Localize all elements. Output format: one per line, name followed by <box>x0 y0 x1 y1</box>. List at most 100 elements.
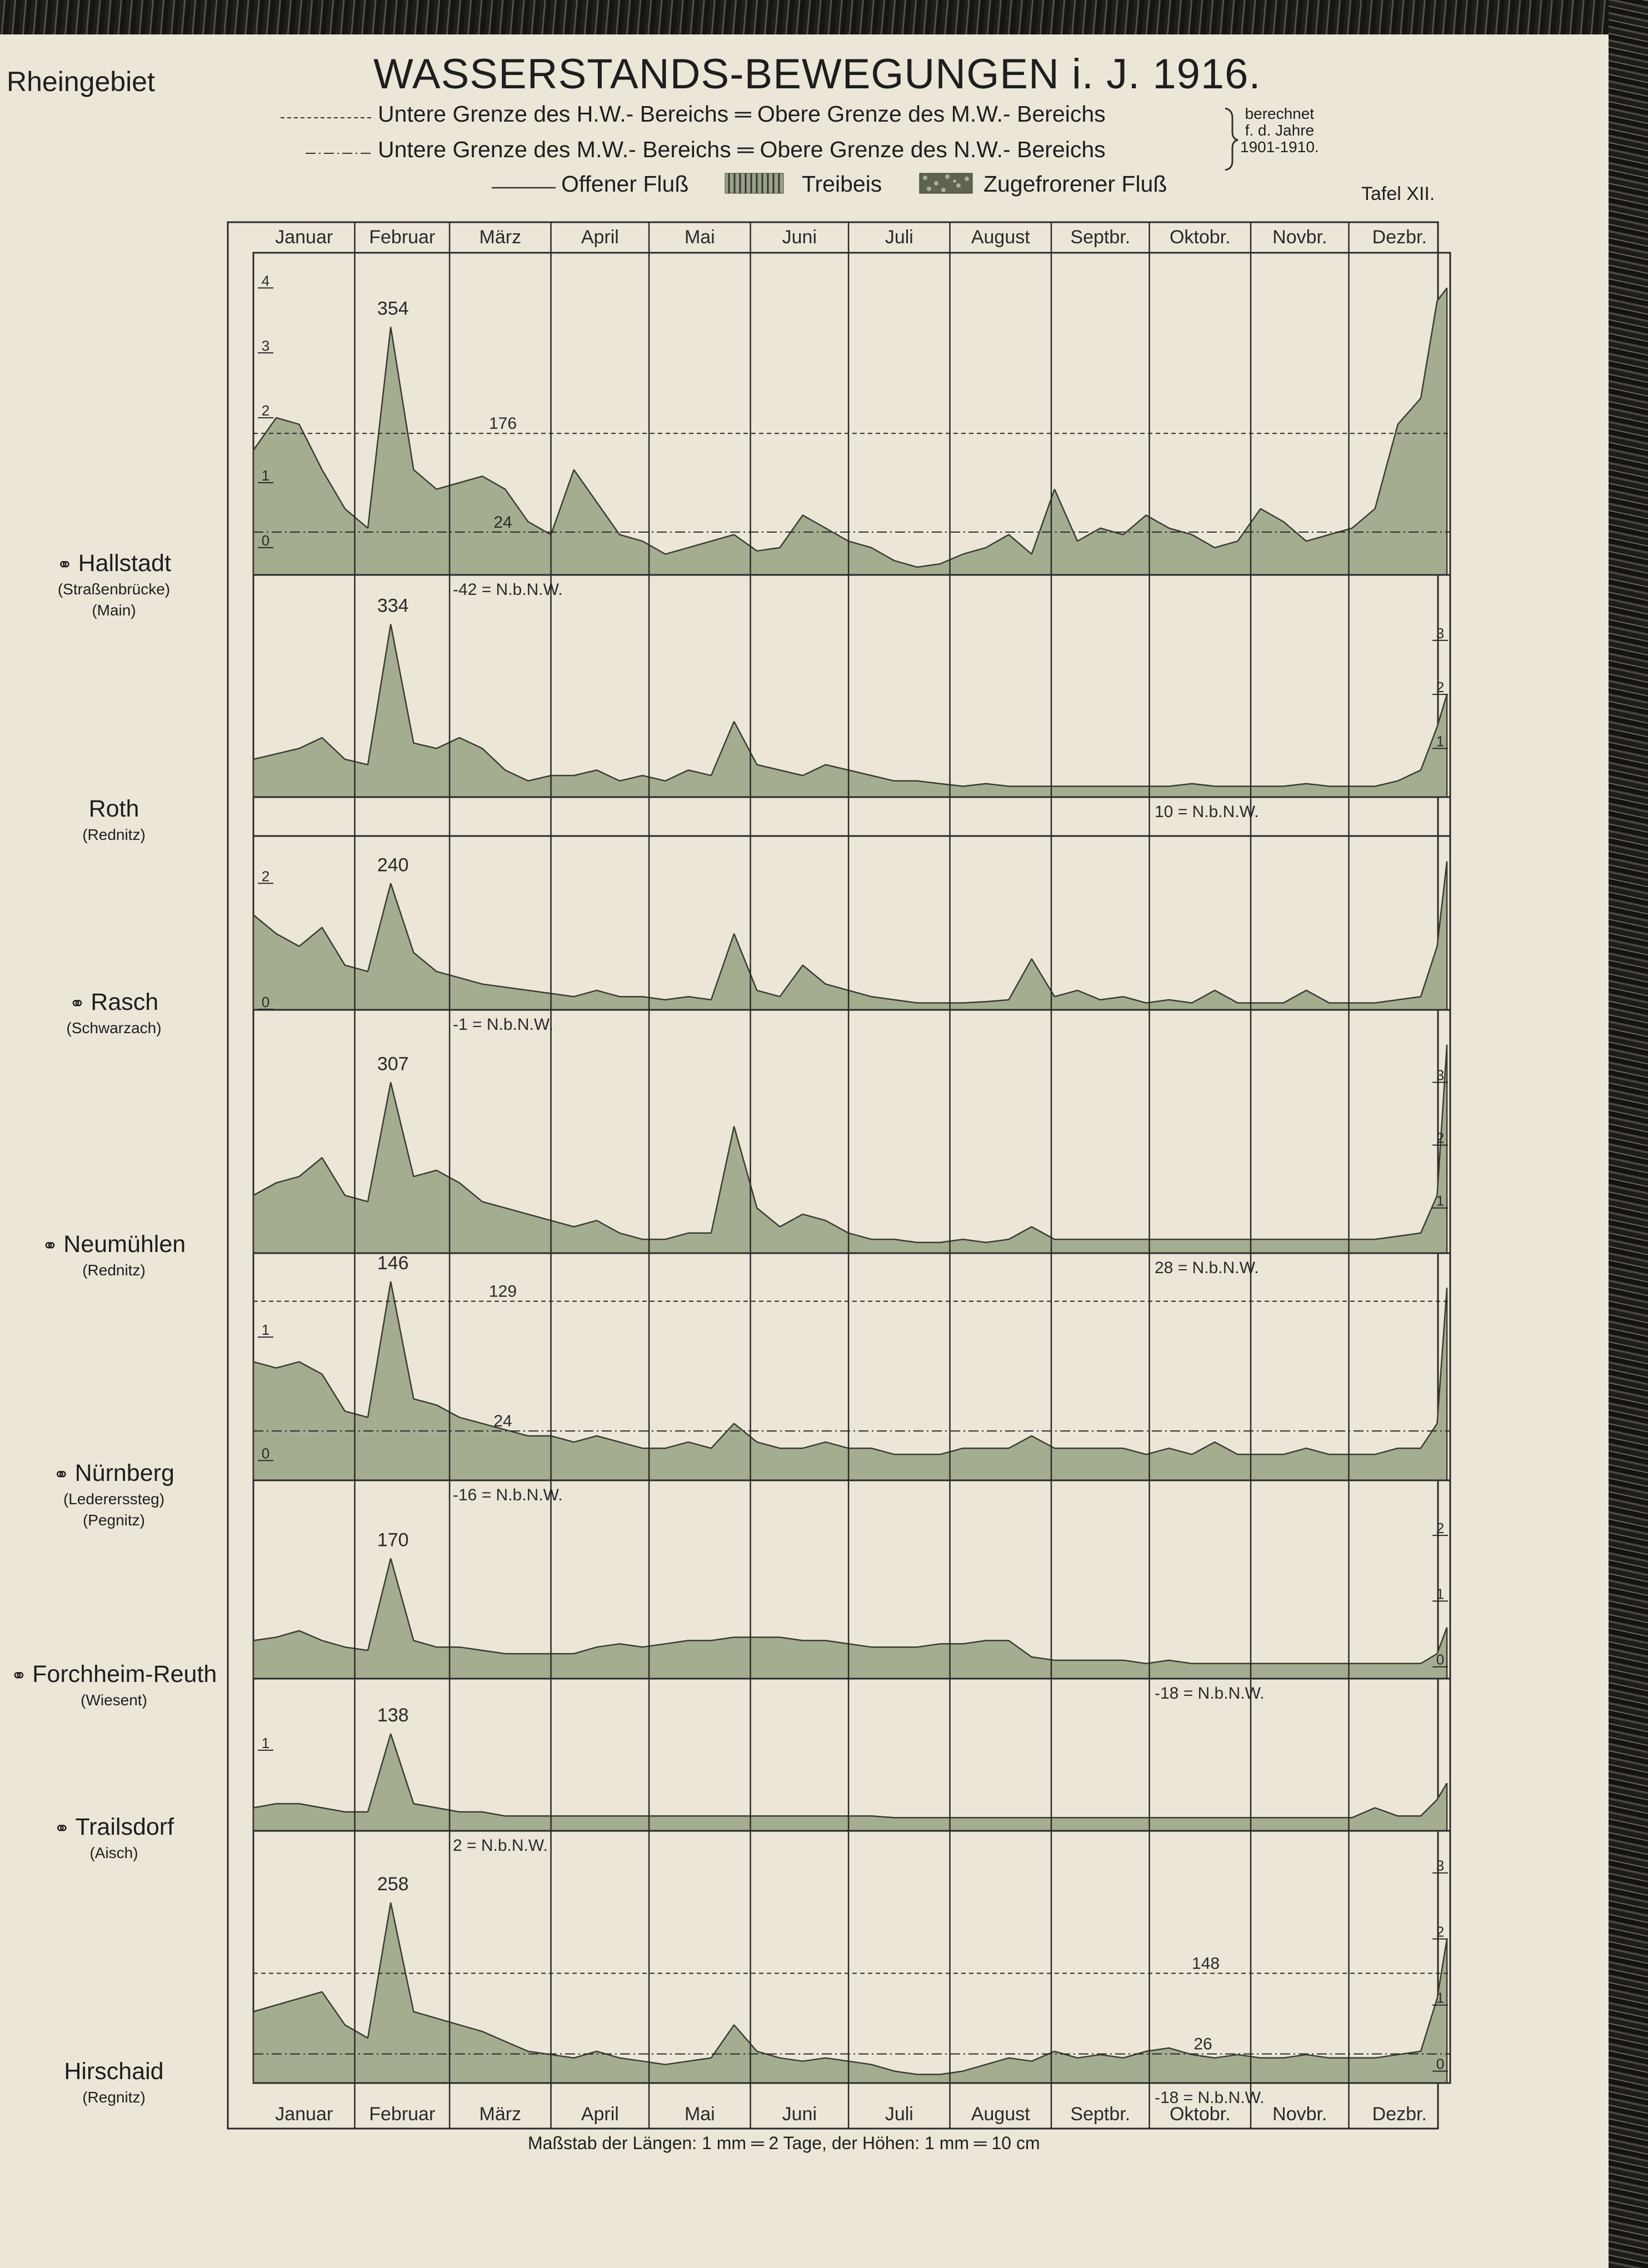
station-name: Rasch <box>91 989 159 1015</box>
month-label-top: Januar <box>275 227 333 248</box>
series-area-2 <box>252 861 1448 1011</box>
peak-value-label: 146 <box>377 1253 409 1274</box>
mw-value-label: 26 <box>1193 2035 1212 2054</box>
month-label-bottom: Januar <box>275 2104 333 2125</box>
nnw-label: 2 = N.b.N.W. <box>453 1836 548 1855</box>
series-area-0 <box>252 287 1448 576</box>
peak-value-label: 258 <box>377 1874 409 1895</box>
y-tick-label: 2 <box>1436 1130 1444 1146</box>
station-name: Forchheim-Reuth <box>32 1661 217 1688</box>
nnw-label: 28 = N.b.N.W. <box>1155 1259 1259 1277</box>
station-river: (Pegnitz) <box>82 1511 146 1529</box>
station-name: Trailsdorf <box>75 1814 174 1840</box>
station-river: (Wiesent) <box>81 1691 147 1709</box>
scale-note: Maßstab der Längen: 1 mm ═ 2 Tage, der H… <box>528 2133 1040 2153</box>
series-area-1 <box>252 624 1448 798</box>
month-label-bottom: Novbr. <box>1272 2104 1327 2125</box>
y-tick-label: 1 <box>262 1735 269 1751</box>
plate-title: WASSERSTANDS-BEWEGUNGEN i. J. 1916. <box>373 51 1261 98</box>
month-label-bottom: März <box>480 2104 522 2125</box>
nnw-label: -42 = N.b.N.W. <box>453 580 563 599</box>
peak-value-label: 334 <box>377 595 409 617</box>
station-label-neumuehlen: ⚭ Neumühlen (Rednitz) <box>0 1231 228 1279</box>
legend-frozen-river-label: Zugefrorener Fluß <box>983 171 1167 197</box>
y-tick-label: 4 <box>262 272 269 289</box>
y-tick-label: 0 <box>1436 2056 1444 2072</box>
month-label-bottom: Mai <box>685 2104 715 2125</box>
station-name: Roth <box>88 795 139 822</box>
book-spine <box>1609 0 1648 2268</box>
month-label-bottom: April <box>581 2104 619 2125</box>
y-tick-label: 1 <box>1436 733 1444 749</box>
hw-value-label: 176 <box>489 414 517 433</box>
y-tick-label: 2 <box>1436 1924 1444 1940</box>
nnw-label: 10 = N.b.N.W. <box>1155 803 1259 821</box>
series-area-3 <box>252 1044 1448 1254</box>
station-river: (Rednitz) <box>82 1261 146 1279</box>
month-label-bottom: Juni <box>782 2104 817 2125</box>
nnw-label: -18 = N.b.N.W. <box>1155 1684 1265 1703</box>
gauge-symbol-icon: ⚭ <box>42 1235 58 1256</box>
legend-hw-line-label: Untere Grenze des H.W.- Bereichs ═ Obere… <box>378 101 1106 127</box>
month-label-bottom: Juli <box>885 2104 913 2125</box>
gauge-symbol-icon: ⚭ <box>57 554 73 575</box>
month-label-top: Septbr. <box>1070 227 1130 248</box>
month-label-bottom: Dezbr. <box>1372 2104 1427 2125</box>
y-tick-label: 1 <box>1436 1585 1444 1602</box>
mw-value-label: 24 <box>493 513 512 532</box>
hw-value-label: 129 <box>489 1283 517 1301</box>
mw-value-label: 24 <box>493 1412 512 1430</box>
station-river: (Main) <box>92 602 136 619</box>
month-label-top: Juni <box>782 227 817 248</box>
y-tick-label: 1 <box>262 467 269 484</box>
y-tick-label: 0 <box>262 994 269 1010</box>
series-area-4 <box>252 1281 1448 1481</box>
station-label-hirschaid: Hirschaid (Regnitz) <box>0 2058 228 2106</box>
y-tick-label: 0 <box>262 532 269 549</box>
y-tick-label: 3 <box>1436 1858 1444 1874</box>
month-label-top: Novbr. <box>1272 227 1327 248</box>
station-label-nuernberg: ⚭ Nürnberg (Ledererssteg) (Pegnitz) <box>0 1460 228 1529</box>
y-tick-label: 1 <box>1436 1990 1444 2006</box>
gauge-symbol-icon: ⚭ <box>69 993 86 1014</box>
peak-value-label: 307 <box>377 1053 409 1074</box>
station-sub: (Ledererssteg) <box>63 1490 165 1508</box>
station-river: (Rednitz) <box>82 826 146 843</box>
peak-value-label: 240 <box>377 854 409 875</box>
month-label-bottom: Februar <box>369 2104 435 2125</box>
month-label-top: März <box>480 227 522 248</box>
month-label-bottom: August <box>971 2104 1030 2125</box>
y-tick-label: 0 <box>262 1445 269 1461</box>
nnw-label: -16 = N.b.N.W. <box>453 1486 563 1504</box>
station-name: Nürnberg <box>74 1460 174 1486</box>
series-area-7 <box>252 1902 1448 2084</box>
legend-drift-ice-label: Treibeis <box>802 171 882 197</box>
nnw-label: -1 = N.b.N.W. <box>453 1015 553 1034</box>
y-tick-label: 3 <box>262 337 269 354</box>
book-top-edge <box>0 0 1648 34</box>
peak-value-label: 170 <box>377 1530 409 1551</box>
station-label-roth: Roth (Rednitz) <box>0 795 228 844</box>
legend-lines <box>281 107 1239 194</box>
station-sub: (Straßenbrücke) <box>57 580 171 598</box>
plate-sheet <box>0 34 1609 2268</box>
y-tick-label: 0 <box>1436 1651 1444 1668</box>
legend-mw-line-label: Untere Grenze des M.W.- Bereichs ═ Obere… <box>378 137 1106 162</box>
hw-value-label: 148 <box>1192 1955 1220 1973</box>
y-tick-label: 2 <box>262 402 269 419</box>
month-label-top: Februar <box>369 227 435 248</box>
plate-number: Tafel XII. <box>1361 183 1435 204</box>
month-label-top: Mai <box>685 227 715 248</box>
y-tick-label: 3 <box>1436 625 1444 642</box>
station-river: (Schwarzach) <box>66 1019 162 1037</box>
month-label-top: Oktobr. <box>1170 227 1231 248</box>
series-area-6 <box>252 1733 1448 1832</box>
y-tick-label: 2 <box>1436 1520 1444 1536</box>
nnw-label: -18 = N.b.N.W. <box>1155 2089 1265 2107</box>
station-label-trailsdorf: ⚭ Trailsdorf (Aisch) <box>0 1814 228 1862</box>
month-label-top: Juli <box>885 227 913 248</box>
station-label-rasch: ⚭ Rasch (Schwarzach) <box>0 989 228 1037</box>
month-label-top: August <box>971 227 1030 248</box>
y-tick-label: 1 <box>262 1321 269 1338</box>
